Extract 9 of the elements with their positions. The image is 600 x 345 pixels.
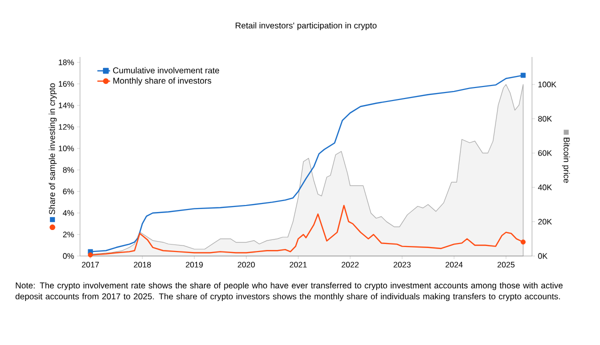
chart-title: Retail investors' participation in crypto: [236, 22, 377, 30]
y-axis-title: Share of sample investing in crypto: [48, 83, 57, 214]
legend-label: Cumulative involvement rate: [113, 67, 220, 74]
text: Note: The crypto involvement rate shows the share of people who have ever transferred to crypto investment accounts among those with active deposit accounts from 2017 to 2025. The share of crypto investors shows the monthly share of individuals making transfers to crypto accounts.: [16, 282, 563, 302]
point: [88, 252, 93, 258]
legend-label: Monthly share of investors: [113, 77, 212, 86]
point: [520, 240, 526, 245]
y2-axis-title: Bitcoin price: [562, 138, 570, 183]
point: [520, 72, 526, 78]
